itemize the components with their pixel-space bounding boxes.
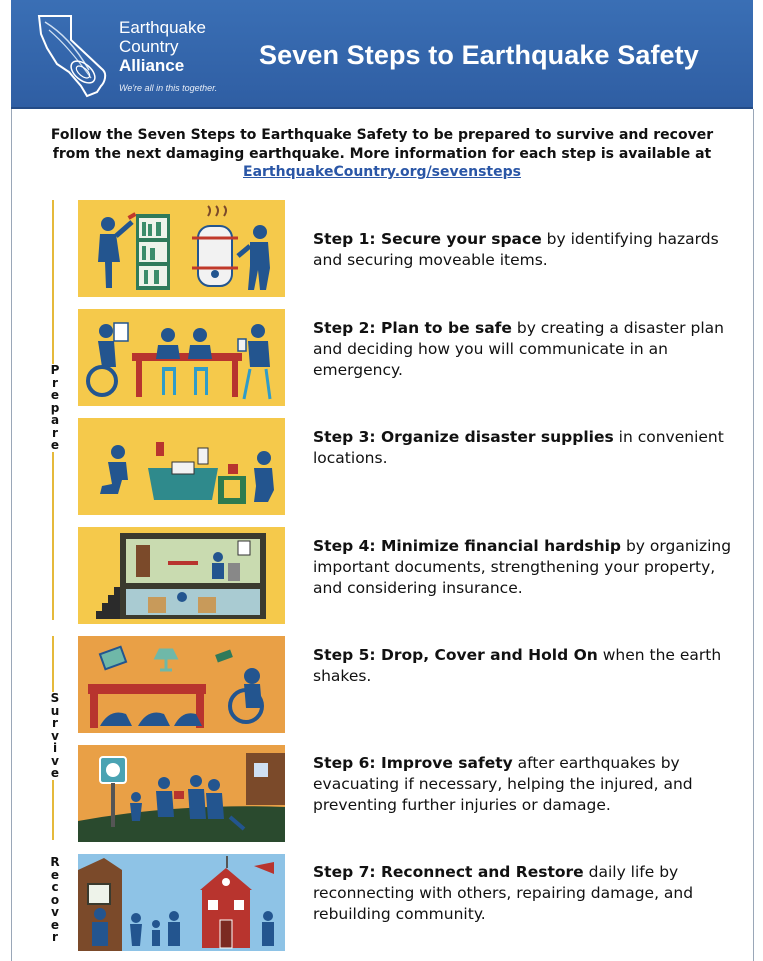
step-5-text: Step 5: Drop, Cover and Hold On when the…: [313, 645, 743, 687]
phase-letter: r: [52, 425, 58, 440]
logo-tagline: We're all in this together.: [119, 83, 218, 93]
step-4-text: Step 4: Minimize financial hardship by o…: [313, 536, 743, 599]
phase-letter: i: [52, 741, 58, 755]
step-6-description: after earthquakes by evacuating if neces…: [313, 754, 693, 814]
step-6-text: Step 6: Improve safety after earthquakes…: [313, 753, 743, 816]
step-2-title: Step 2: Plan to be safe: [313, 319, 512, 337]
logo-line-2: Country: [119, 37, 179, 56]
phase-letter: R: [50, 855, 60, 869]
step-5-title: Step 5: Drop, Cover and Hold On: [313, 646, 598, 664]
step-2-text: Step 2: Plan to be safe by creating a di…: [313, 318, 743, 381]
intro-paragraph: Follow the Seven Steps to Earthquake Saf…: [26, 126, 738, 182]
logo-wordmark: Earthquake Country Alliance: [119, 18, 206, 75]
phase-letter: e: [50, 766, 60, 780]
phase-letter: r: [52, 930, 58, 944]
step-1-text: Step 1: Secure your space by identifying…: [313, 229, 743, 271]
sevensteps-link[interactable]: EarthquakeCountry.org/sevensteps: [243, 164, 521, 180]
step-5-description: when the earth shakes.: [313, 646, 722, 685]
phase-letter: e: [50, 438, 60, 452]
california-logo-icon: [37, 15, 107, 98]
step-3-description: in convenient locations.: [313, 428, 724, 467]
step-4-description: by organizing important documents, stren…: [313, 537, 732, 597]
phase-letter: o: [50, 892, 60, 907]
phase-letter: v: [51, 905, 59, 919]
phase-letter: S: [50, 691, 60, 705]
step-7-description: daily life by reconnecting with others, …: [313, 863, 694, 923]
phase-letter: P: [50, 363, 60, 377]
phase-letter: r: [52, 375, 58, 390]
phase-letter: v: [51, 753, 59, 768]
header-banner: Earthquake Country Alliance We're all in…: [11, 0, 753, 109]
phase-letter: v: [51, 728, 59, 743]
page-title: Seven Steps to Earthquake Safety: [259, 40, 699, 70]
logo-line-1: Earthquake: [119, 18, 206, 37]
step-6-title: Step 6: Improve safety: [313, 754, 513, 772]
step-6-illustration: [78, 745, 285, 842]
phase-letter: c: [51, 880, 59, 894]
phase-letter: a: [50, 413, 60, 427]
phase-letter: u: [50, 703, 60, 718]
step-5-illustration: [78, 636, 285, 733]
intro-line-1: Follow the Seven Steps to Earthquake Saf…: [50, 127, 714, 143]
step-7-illustration: [78, 854, 285, 951]
step-1-description: by identifying hazards and securing move…: [313, 230, 719, 269]
step-4-illustration: [78, 527, 285, 624]
phase-letter: e: [50, 917, 60, 932]
step-1-illustration: [78, 200, 285, 297]
step-2-illustration: [78, 309, 285, 406]
step-3-text: Step 3: Organize disaster supplies in co…: [313, 427, 743, 469]
step-7-title: Step 7: Reconnect and Restore: [313, 863, 584, 881]
step-3-illustration: [78, 418, 285, 515]
step-2-description: by creating a disaster plan and deciding…: [313, 319, 724, 379]
intro-line-2: from the next damaging earthquake. More …: [52, 145, 712, 162]
phase-letter: e: [50, 388, 60, 402]
frame-left-border: [11, 109, 12, 961]
step-4-title: Step 4: Minimize financial hardship: [313, 537, 622, 555]
phase-letter: p: [50, 400, 60, 415]
frame-right-border: [753, 109, 754, 961]
step-1-title: Step 1: Secure your space: [313, 230, 542, 248]
phase-letter: r: [52, 716, 58, 730]
phase-letter: e: [50, 867, 60, 882]
step-7-text: Step 7: Reconnect and Restore daily life…: [313, 862, 743, 925]
logo-line-3: Alliance: [119, 56, 185, 75]
step-3-title: Step 3: Organize disaster supplies: [313, 428, 614, 446]
